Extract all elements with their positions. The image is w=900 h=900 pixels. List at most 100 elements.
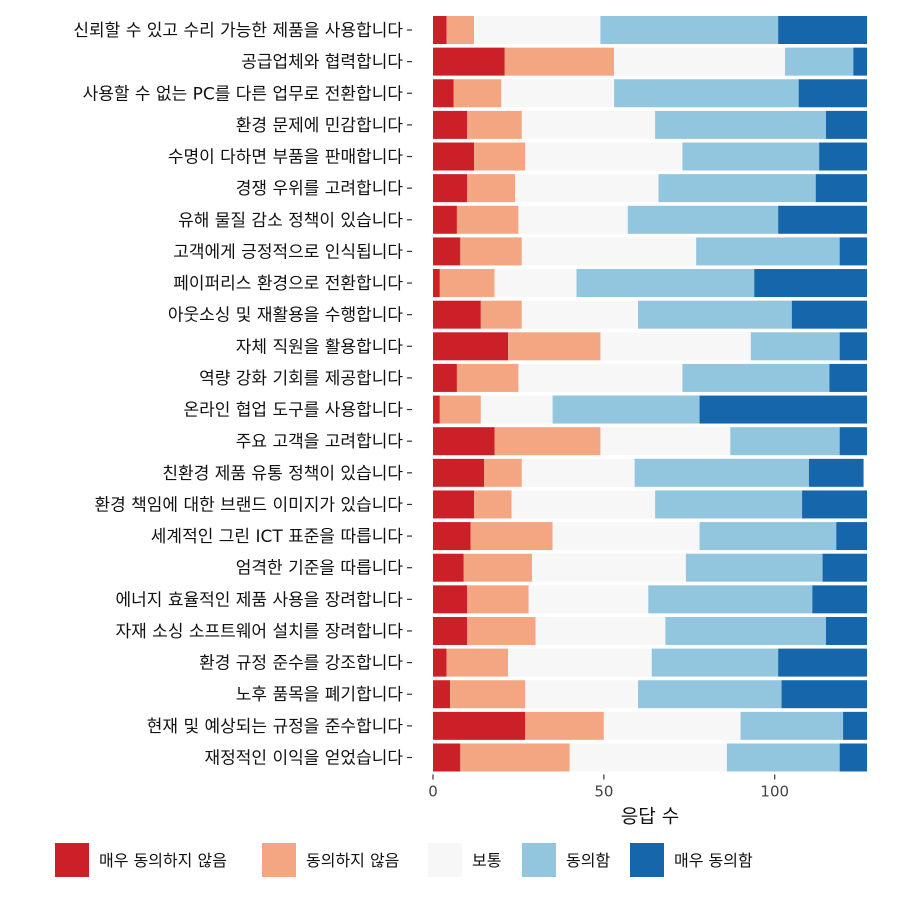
- bar-segment-9-2: [439, 269, 495, 298]
- legend-label: 매우 동의하지 않음: [99, 851, 227, 870]
- bar-segment-19-3: [528, 585, 649, 614]
- bar-segment-8-1: [433, 237, 461, 266]
- bar-segment-11-3: [600, 332, 751, 361]
- bar-segment-23-4: [740, 711, 844, 740]
- bar-segment-19-1: [433, 585, 468, 614]
- bar-segment-8-3: [521, 237, 697, 266]
- bar-segment-11-1: [433, 332, 509, 361]
- bar-segment-17-2: [470, 522, 553, 551]
- category-label: 현재 및 예상되는 규정을 준수합니다: [147, 717, 404, 737]
- category-label: 아웃소싱 및 재활용을 수행합니다: [168, 306, 404, 326]
- bar-segment-4-2: [467, 110, 522, 139]
- legend-label: 동의함: [566, 851, 610, 870]
- bar-segment-6-4: [658, 174, 816, 203]
- legend-swatch: [262, 843, 296, 877]
- x-tick-label: 50: [594, 782, 613, 800]
- bar-segment-15-2: [484, 458, 522, 487]
- bar-segment-7-3: [518, 205, 628, 234]
- bar-segment-14-3: [600, 427, 731, 456]
- legend-swatch: [522, 843, 556, 877]
- bar-segment-24-4: [726, 743, 840, 772]
- bar-segment-10-4: [638, 300, 792, 329]
- category-label: 환경 책임에 대한 브랜드 이미지가 있습니다: [94, 495, 403, 515]
- bar-segment-8-5: [839, 237, 867, 266]
- bar-segment-11-2: [508, 332, 601, 361]
- category-label: 공급업체와 협력합니다: [241, 53, 403, 73]
- bar-segment-3-5: [798, 79, 867, 108]
- bar-segment-4-1: [433, 110, 468, 139]
- bar-segment-16-4: [655, 490, 803, 519]
- bar-segment-9-1: [433, 269, 440, 298]
- legend-label: 매우 동의함: [674, 851, 753, 870]
- category-label: 엄격한 기준을 따릅니다: [236, 559, 404, 579]
- x-axis-title: 응답 수: [621, 805, 679, 827]
- bar-segment-13-2: [439, 395, 481, 424]
- bar-segment-21-5: [778, 648, 867, 677]
- x-tick-label: 100: [760, 782, 789, 800]
- bar-segment-17-4: [699, 522, 837, 551]
- bar-segment-1-5: [778, 16, 867, 44]
- x-tick-label: 0: [428, 782, 438, 800]
- bar-segment-12-2: [456, 363, 519, 392]
- bar-segment-16-2: [474, 490, 512, 519]
- category-label: 에너지 효율적인 제품 사용을 장려합니다: [116, 590, 404, 610]
- bar-area: [433, 16, 867, 772]
- bar-segment-1-3: [474, 16, 601, 44]
- bar-segment-20-5: [825, 616, 867, 645]
- bar-segment-15-4: [634, 458, 809, 487]
- bar-segment-16-3: [511, 490, 656, 519]
- bar-segment-14-2: [494, 427, 601, 456]
- category-label: 노후 품목을 폐기합니다: [236, 685, 404, 705]
- bar-segment-5-3: [525, 142, 683, 171]
- bar-segment-21-2: [446, 648, 509, 677]
- bar-segment-7-4: [627, 205, 779, 234]
- bar-segment-10-2: [480, 300, 522, 329]
- bar-segment-3-2: [453, 79, 502, 108]
- bar-segment-6-3: [515, 174, 659, 203]
- bar-segment-18-5: [822, 553, 867, 582]
- category-label: 사용할 수 없는 PC를 다른 업무로 전환합니다: [83, 84, 404, 104]
- bar-segment-5-2: [474, 142, 526, 171]
- category-label: 환경 규정 준수를 강조합니다: [199, 654, 403, 674]
- bar-segment-2-4: [784, 47, 854, 76]
- bar-segment-22-4: [638, 680, 782, 709]
- bar-segment-21-1: [433, 648, 447, 677]
- category-label: 자체 직원을 활용합니다: [236, 337, 404, 357]
- bar-segment-17-1: [433, 522, 471, 551]
- legend-swatch: [428, 843, 462, 877]
- bar-segment-20-2: [467, 616, 536, 645]
- bar-segment-13-1: [433, 395, 440, 424]
- bar-segment-10-3: [521, 300, 639, 329]
- bar-segment-15-1: [433, 458, 485, 487]
- bar-segment-16-1: [433, 490, 475, 519]
- bar-segment-6-2: [467, 174, 516, 203]
- bar-segment-15-3: [521, 458, 635, 487]
- bar-segment-15-5: [808, 458, 864, 487]
- category-label: 자재 소싱 소프트웨어 설치를 장려합니다: [116, 622, 404, 642]
- bar-segment-22-2: [450, 680, 526, 709]
- bar-segment-24-1: [433, 743, 461, 772]
- bar-segment-9-4: [576, 269, 755, 298]
- bar-segment-2-3: [614, 47, 785, 76]
- bar-segment-1-2: [446, 16, 475, 44]
- bar-segment-12-3: [518, 363, 683, 392]
- legend: 매우 동의하지 않음 동의하지 않음 보통 동의함 매우 동의함: [55, 843, 753, 877]
- legend-swatch: [630, 843, 664, 877]
- bar-segment-4-5: [825, 110, 867, 139]
- bar-segment-10-1: [433, 300, 481, 329]
- bar-segment-5-5: [819, 142, 867, 171]
- category-label: 재정적인 이익을 얻었습니다: [205, 748, 404, 768]
- category-label: 수명이 다하면 부품을 판매합니다: [168, 148, 404, 168]
- bar-segment-11-5: [839, 332, 867, 361]
- bar-segment-1-4: [600, 16, 779, 44]
- bar-segment-21-4: [651, 648, 779, 677]
- bar-segment-9-5: [754, 269, 867, 298]
- legend-label: 동의하지 않음: [306, 851, 399, 870]
- bar-segment-13-5: [699, 395, 867, 424]
- bar-segment-5-1: [433, 142, 475, 171]
- legend-label: 보통: [472, 851, 501, 870]
- bar-segment-23-2: [525, 711, 604, 740]
- bar-segment-7-2: [456, 205, 519, 234]
- bar-segment-3-4: [614, 79, 799, 108]
- bar-segment-22-3: [525, 680, 639, 709]
